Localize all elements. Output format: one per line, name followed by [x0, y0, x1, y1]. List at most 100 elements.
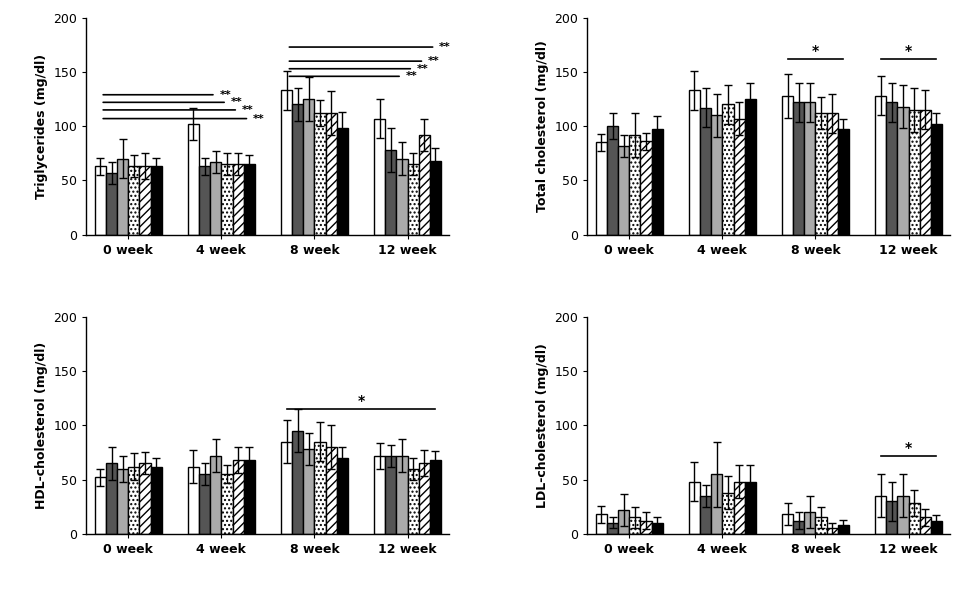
- Bar: [618, 146, 629, 235]
- Bar: [908, 503, 920, 534]
- Bar: [385, 150, 396, 235]
- Text: *: *: [812, 44, 819, 58]
- Bar: [640, 141, 652, 235]
- Bar: [920, 110, 931, 235]
- Bar: [781, 96, 793, 235]
- Bar: [827, 528, 838, 534]
- Bar: [618, 510, 629, 534]
- Bar: [793, 521, 804, 534]
- Bar: [292, 431, 303, 534]
- Bar: [396, 455, 408, 534]
- Bar: [106, 173, 117, 235]
- Bar: [117, 468, 129, 534]
- Bar: [793, 103, 804, 235]
- Bar: [95, 477, 106, 534]
- Bar: [629, 135, 640, 235]
- Bar: [408, 164, 419, 235]
- Bar: [838, 525, 849, 534]
- Bar: [315, 113, 325, 235]
- Bar: [875, 496, 886, 534]
- Bar: [722, 493, 733, 534]
- Bar: [129, 166, 139, 235]
- Bar: [281, 90, 292, 235]
- Bar: [745, 482, 756, 534]
- Bar: [804, 512, 815, 534]
- Text: *: *: [905, 44, 912, 58]
- Bar: [408, 468, 419, 534]
- Bar: [303, 449, 315, 534]
- Text: **: **: [220, 90, 231, 100]
- Bar: [607, 126, 618, 235]
- Bar: [689, 90, 700, 235]
- Bar: [931, 521, 942, 534]
- Bar: [804, 103, 815, 235]
- Bar: [430, 460, 441, 534]
- Y-axis label: Total cholesterol (mg/dl): Total cholesterol (mg/dl): [536, 40, 549, 212]
- Text: *: *: [357, 394, 365, 408]
- Text: **: **: [417, 63, 428, 74]
- Bar: [210, 455, 222, 534]
- Bar: [199, 166, 210, 235]
- Bar: [222, 164, 232, 235]
- Text: **: **: [439, 42, 451, 52]
- Bar: [931, 124, 942, 235]
- Bar: [629, 518, 640, 534]
- Bar: [722, 104, 733, 235]
- Bar: [419, 463, 430, 534]
- Bar: [815, 518, 827, 534]
- Bar: [733, 482, 745, 534]
- Bar: [232, 164, 244, 235]
- Text: *: *: [905, 441, 912, 455]
- Bar: [188, 467, 199, 534]
- Bar: [745, 99, 756, 235]
- Y-axis label: Triglycerides (mg/dl): Triglycerides (mg/dl): [35, 53, 48, 199]
- Text: **: **: [406, 71, 418, 81]
- Bar: [222, 474, 232, 534]
- Bar: [292, 104, 303, 235]
- Bar: [374, 119, 385, 235]
- Bar: [303, 99, 315, 235]
- Bar: [244, 460, 255, 534]
- Bar: [337, 128, 348, 235]
- Y-axis label: LDL-cholesterol (mg/dl): LDL-cholesterol (mg/dl): [536, 343, 549, 508]
- Bar: [700, 496, 711, 534]
- Text: **: **: [230, 97, 243, 107]
- Bar: [129, 467, 139, 534]
- Bar: [419, 135, 430, 235]
- Bar: [151, 166, 162, 235]
- Bar: [95, 166, 106, 235]
- Bar: [151, 467, 162, 534]
- Text: **: **: [253, 114, 265, 123]
- Bar: [908, 110, 920, 235]
- Bar: [652, 129, 662, 235]
- Text: **: **: [428, 56, 440, 66]
- Bar: [886, 103, 898, 235]
- Bar: [325, 447, 337, 534]
- Bar: [396, 159, 408, 235]
- Bar: [875, 96, 886, 235]
- Bar: [281, 442, 292, 534]
- Bar: [711, 474, 722, 534]
- Bar: [232, 460, 244, 534]
- Bar: [244, 164, 255, 235]
- Bar: [898, 496, 908, 534]
- Text: **: **: [242, 105, 253, 115]
- Bar: [139, 166, 151, 235]
- Bar: [199, 474, 210, 534]
- Bar: [385, 455, 396, 534]
- Bar: [781, 514, 793, 534]
- Bar: [188, 124, 199, 235]
- Bar: [815, 113, 827, 235]
- Bar: [106, 463, 117, 534]
- Bar: [139, 463, 151, 534]
- Bar: [374, 455, 385, 534]
- Bar: [325, 113, 337, 235]
- Bar: [838, 129, 849, 235]
- Bar: [315, 442, 325, 534]
- Bar: [711, 115, 722, 235]
- Bar: [640, 521, 652, 534]
- Bar: [733, 119, 745, 235]
- Bar: [652, 523, 662, 534]
- Bar: [117, 159, 129, 235]
- Bar: [920, 518, 931, 534]
